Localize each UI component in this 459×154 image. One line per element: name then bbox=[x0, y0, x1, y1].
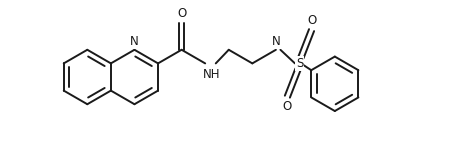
Text: H: H bbox=[272, 35, 280, 45]
Text: O: O bbox=[307, 14, 316, 27]
Text: S: S bbox=[296, 57, 303, 70]
Text: N: N bbox=[130, 35, 139, 48]
Text: O: O bbox=[177, 6, 186, 20]
Text: NH: NH bbox=[202, 68, 220, 81]
Text: N: N bbox=[272, 35, 280, 48]
Text: O: O bbox=[283, 100, 292, 113]
